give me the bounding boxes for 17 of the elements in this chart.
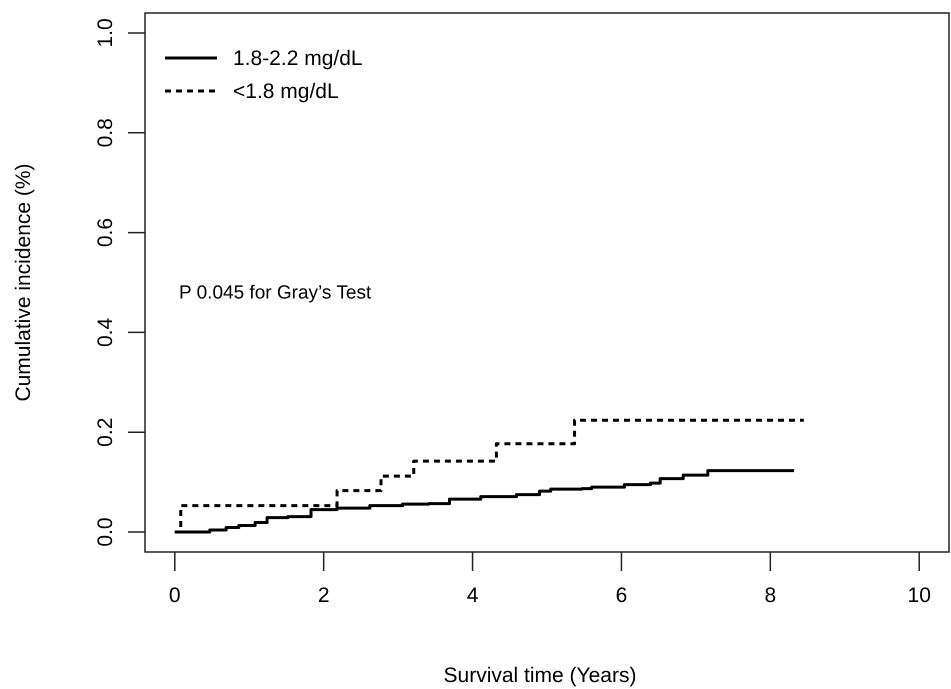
x-tick-label: 2 xyxy=(318,584,330,607)
y-tick-label: 0.8 xyxy=(94,118,117,148)
x-tick-label: 10 xyxy=(908,584,931,607)
x-tick-label: 4 xyxy=(466,584,479,607)
x-tick-label: 0 xyxy=(168,584,181,607)
legend-label: <1.8 mg/dL xyxy=(233,80,339,103)
y-tick-label: 1.0 xyxy=(94,18,117,48)
x-axis-title: Survival time (Years) xyxy=(444,664,636,687)
y-tick-label: 0.0 xyxy=(94,517,117,547)
y-tick-label: 0.6 xyxy=(94,218,117,248)
x-tick-label: 6 xyxy=(616,584,628,607)
y-axis-title: Cumulative incidence (%) xyxy=(12,163,35,402)
x-tick-label: 8 xyxy=(764,584,776,607)
y-tick-label: 0.2 xyxy=(94,418,117,447)
legend-label: 1.8-2.2 mg/dL xyxy=(233,47,363,70)
y-tick-label: 0.4 xyxy=(94,317,117,348)
annotation: P 0.045 for Gray’s Test xyxy=(179,282,372,304)
